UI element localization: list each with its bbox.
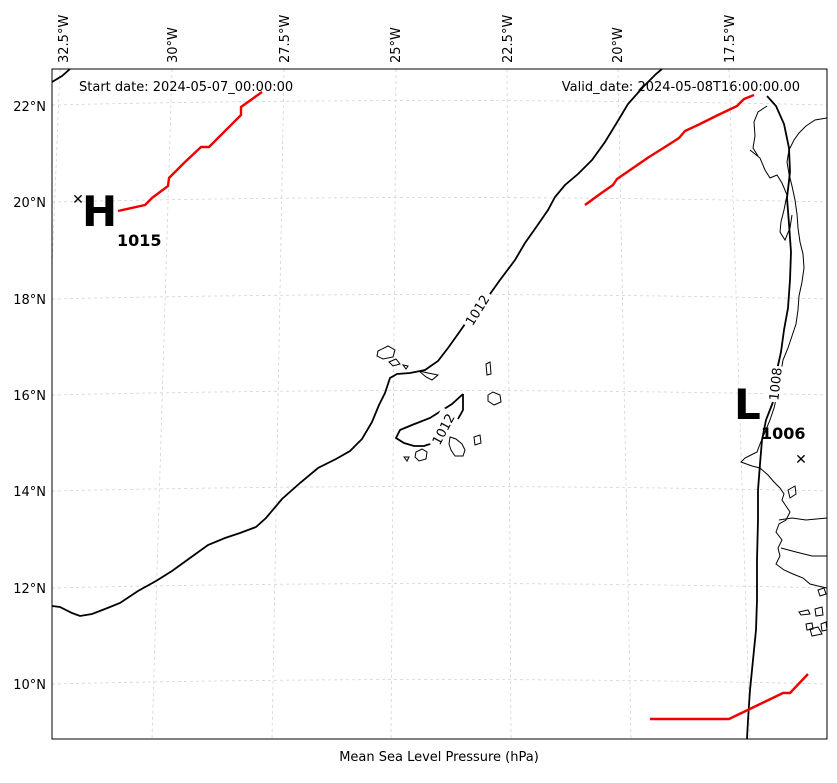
bissagos-island-3	[805, 622, 814, 631]
meridian-22-5w	[506, 69, 512, 739]
guinea-coast	[780, 547, 827, 557]
bissagos-island-2	[814, 606, 824, 617]
lat-tick-14n: 14°N	[13, 485, 46, 500]
maio-island	[473, 434, 482, 446]
lon-tick-25w: 25°W	[389, 27, 404, 63]
latitude-ticks: 22°N 20°N 18°N 16°N 14°N 12°N 10°N	[13, 100, 46, 693]
contour-label-bg-2	[424, 407, 459, 450]
meridian-25w	[390, 69, 397, 739]
map-xlabel: Mean Sea Level Pressure (hPa)	[339, 750, 539, 765]
low-center-cross-icon: ✕	[795, 452, 807, 468]
lat-tick-18n: 18°N	[13, 293, 46, 308]
map-frame	[51, 68, 828, 740]
sal-island	[485, 361, 492, 376]
bissagos-island-1	[798, 609, 811, 616]
lon-tick-27-5w: 27.5°W	[278, 15, 293, 63]
bissagos-island-4	[809, 626, 823, 637]
longitude-ticks: 32.5°W 30°W 27.5°W 25°W 22.5°W 20°W 17.5…	[57, 15, 738, 63]
isobar-1012-island-loop-end	[457, 394, 464, 420]
loos-islands	[817, 587, 827, 597]
lat-tick-10n: 10°N	[13, 678, 46, 693]
high-symbol: H	[82, 187, 117, 236]
coastline-north	[752, 105, 768, 157]
santiago-island	[448, 436, 466, 457]
lat-tick-22n: 22°N	[13, 100, 46, 115]
parallel-10n	[52, 679, 827, 685]
parallel-20n	[52, 197, 827, 203]
contour-label-bg-3	[763, 365, 785, 403]
sao-nicolau-island	[418, 370, 440, 381]
meridian-20w	[617, 69, 632, 739]
parallel-14n	[52, 486, 827, 492]
lat-tick-16n: 16°N	[13, 389, 46, 404]
high-pressure-center: ✕ H 1015	[72, 187, 161, 250]
low-pressure-center: ✕ L 1006	[734, 380, 807, 468]
meridian-27-5w	[271, 69, 285, 739]
parallel-16n	[52, 390, 827, 396]
parallel-22n	[52, 100, 827, 106]
meridian-30w	[151, 69, 173, 739]
lon-tick-17-5w: 17.5°W	[723, 15, 738, 63]
guinea-bissau-coast	[778, 517, 827, 521]
graticule	[52, 69, 827, 739]
lat-tick-20n: 20°N	[13, 196, 46, 211]
lon-tick-32-5w: 32.5°W	[57, 15, 72, 63]
parallel-12n	[52, 583, 827, 589]
sao-vicente-island	[388, 358, 401, 367]
isobar-1008-south	[746, 401, 774, 739]
low-symbol: L	[734, 380, 761, 429]
isobar-1008-north	[766, 95, 792, 371]
lon-tick-20w: 20°W	[611, 27, 626, 63]
high-center-cross-icon: ✕	[72, 192, 84, 208]
isobars	[52, 69, 792, 739]
fogo-island	[414, 448, 428, 462]
start-date-label: Start date: 2024-05-07_00:00:00	[79, 80, 293, 95]
valid-date-label: Valid_date: 2024-05-08T16:00:00.00	[562, 80, 800, 95]
front-northwest	[117, 91, 263, 213]
lon-tick-22-5w: 22.5°W	[501, 15, 516, 63]
coastlines	[376, 105, 827, 637]
isobar-1012-main-south	[52, 323, 466, 617]
parallel-18n	[52, 294, 827, 300]
gambia-inlet	[787, 485, 797, 499]
santa-luzia-island	[401, 364, 409, 370]
low-pressure-value: 1006	[761, 424, 806, 443]
fronts	[117, 91, 809, 721]
front-northeast	[584, 93, 755, 206]
santo-antao-island	[376, 345, 396, 360]
contour-label-1008: 1008	[767, 367, 785, 401]
lat-tick-12n: 12°N	[13, 582, 46, 597]
front-southeast	[650, 673, 809, 721]
isobar-1012-main-north	[489, 69, 663, 295]
high-pressure-value: 1015	[117, 231, 162, 250]
brava-island	[403, 456, 410, 462]
africa-coastline	[740, 117, 827, 589]
boa-vista-island	[487, 391, 502, 406]
lon-tick-30w: 30°W	[166, 27, 181, 63]
meridian-17-5w	[728, 69, 751, 739]
map-area	[52, 69, 827, 739]
contour-label-bg-1	[455, 286, 491, 329]
bissagos-island-5	[820, 621, 827, 632]
isobar-corner	[52, 69, 71, 83]
